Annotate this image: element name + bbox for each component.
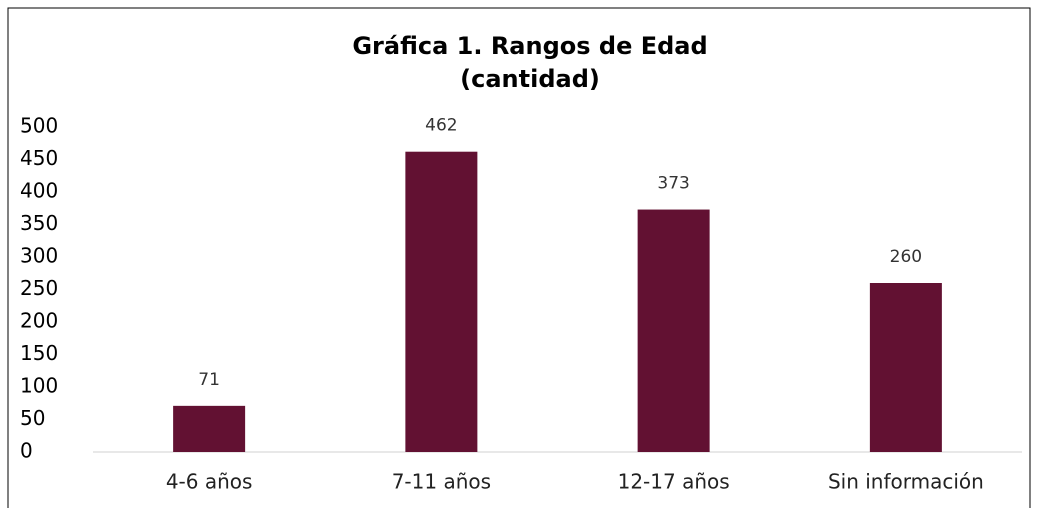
- y-tick-label: 250: [20, 276, 58, 300]
- chart-subtitle: (cantidad): [460, 65, 600, 93]
- x-tick-label: 4-6 años: [166, 470, 253, 494]
- frame: [7, 7, 1031, 508]
- y-tick-label: 450: [20, 146, 58, 170]
- y-tick-label: 150: [20, 341, 58, 365]
- y-tick-label: 500: [20, 114, 58, 138]
- y-tick-label: 400: [20, 179, 58, 203]
- value-label: 373: [657, 174, 689, 194]
- x-tick-label: 12-17 años: [618, 470, 730, 494]
- value-label: 71: [198, 370, 220, 390]
- y-tick-label: 50: [20, 406, 45, 430]
- y-tick-label: 350: [20, 211, 58, 235]
- value-label: 260: [890, 247, 922, 267]
- y-tick-label: 0: [20, 439, 33, 463]
- bar: [405, 151, 478, 452]
- chart-title: Gráfica 1. Rangos de Edad: [352, 32, 707, 60]
- y-tick-label: 200: [20, 309, 58, 333]
- bar: [637, 209, 710, 452]
- x-tick-label: 7-11 años: [392, 470, 491, 494]
- bar: [173, 405, 246, 452]
- value-label: 462: [425, 116, 457, 136]
- y-tick-label: 300: [20, 244, 58, 268]
- bar: [869, 283, 942, 452]
- y-tick-label: 100: [20, 374, 58, 398]
- x-tick-label: Sin información: [828, 470, 984, 494]
